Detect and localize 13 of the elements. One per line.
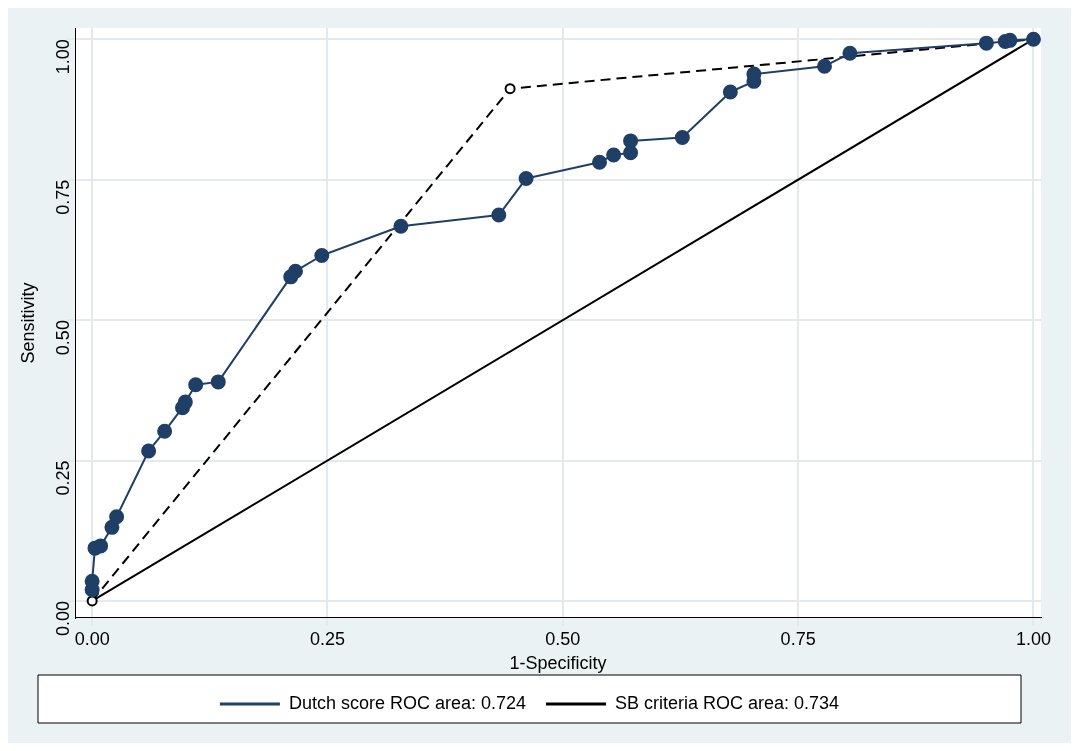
x-tick-label: 1.00 xyxy=(1015,628,1051,649)
legend-label: SB criteria ROC area: 0.734 xyxy=(615,692,840,713)
y-tick-label: 0.75 xyxy=(53,179,74,215)
x-tick-label: 0.75 xyxy=(780,628,816,649)
x-tick-label: 0.50 xyxy=(545,628,581,649)
y-tick-label: 0.50 xyxy=(53,320,74,356)
y-tick-label: 0.25 xyxy=(53,460,74,496)
x-tick-label: 0.00 xyxy=(74,628,110,649)
x-tick-label: 0.25 xyxy=(309,628,345,649)
legend-label: Dutch score ROC area: 0.724 xyxy=(288,692,527,713)
y-axis-title: Sensitivity xyxy=(17,282,38,364)
y-tick-label: 1.00 xyxy=(53,39,74,75)
x-axis-title: 1-Specificity xyxy=(509,653,607,674)
